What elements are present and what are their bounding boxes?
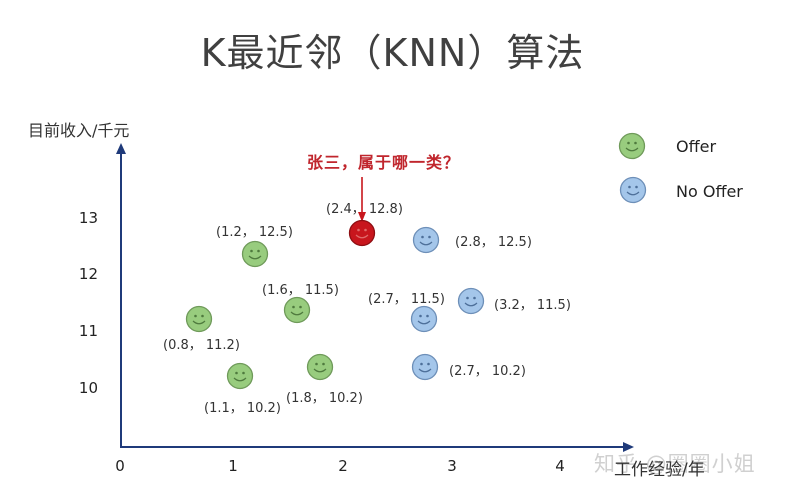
page-title: K最近邻（KNN）算法 <box>200 31 585 75</box>
smiley-face-icon-no-offer <box>411 353 439 381</box>
legend-offer-smiley-icon <box>618 132 646 160</box>
x-tick-2: 2 <box>338 457 348 475</box>
point-label: (2.4， 12.8) <box>326 202 403 217</box>
y-tick-11: 11 <box>78 322 98 340</box>
x-tick-3: 3 <box>447 457 457 475</box>
y-tick-10: 10 <box>78 379 98 397</box>
y-axis-label: 目前收入/千元 <box>28 121 130 140</box>
smiley-face-icon-no-offer <box>457 287 485 315</box>
point-label: (2.7， 11.5) <box>368 292 445 307</box>
smiley-face-icon-query <box>348 219 376 247</box>
smiley-face-icon-offer <box>185 305 213 333</box>
y-tick-13: 13 <box>78 209 98 227</box>
smiley-face-icon-offer <box>241 240 269 268</box>
point-label: (1.1， 10.2) <box>204 401 281 416</box>
smiley-face-icon-offer <box>306 353 334 381</box>
point-label: (1.8， 10.2) <box>286 391 363 406</box>
y-tick-12: 12 <box>78 265 98 283</box>
legend-no-offer-smiley-icon <box>619 176 647 204</box>
smiley-face-icon-no-offer <box>412 226 440 254</box>
x-tick-0: 0 <box>115 457 125 475</box>
point-label: (0.8， 11.2) <box>163 338 240 353</box>
point-label: (1.6， 11.5) <box>262 283 339 298</box>
smiley-face-icon-no-offer <box>410 305 438 333</box>
legend-label-offer: Offer <box>676 137 717 156</box>
point-label: (1.2， 12.5) <box>216 225 293 240</box>
x-tick-4: 4 <box>555 457 565 475</box>
point-label: (2.7， 10.2) <box>449 364 526 379</box>
smiley-face-icon-offer <box>226 362 254 390</box>
legend-label-no-offer: No Offer <box>676 182 743 201</box>
x-tick-1: 1 <box>228 457 238 475</box>
query-question: 张三，属于哪一类？ <box>307 153 461 172</box>
smiley-face-icon-offer <box>283 296 311 324</box>
x-axis-label: 工作经验/年 <box>614 460 705 480</box>
watermark: 知乎 @圈圈小姐 <box>594 452 756 476</box>
point-label: (3.2， 11.5) <box>494 298 571 313</box>
point-label: (2.8， 12.5) <box>455 235 532 250</box>
